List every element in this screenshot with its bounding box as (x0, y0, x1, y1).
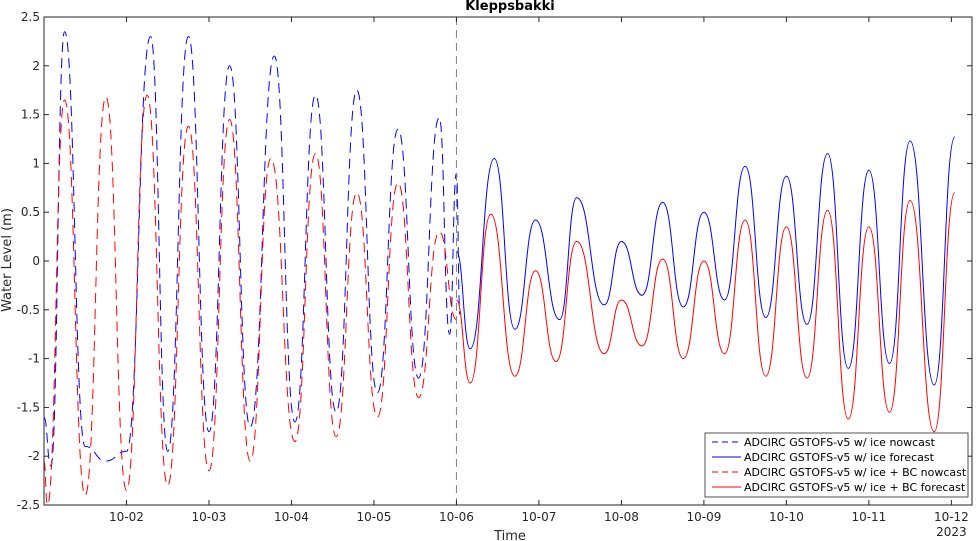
legend: ADCIRC GSTOFS-v5 w/ ice nowcast ADCIRC G… (704, 432, 969, 498)
series-layer (43, 31, 956, 506)
legend-label: ADCIRC GSTOFS-v5 w/ ice forecast (744, 451, 935, 464)
y-tick-label: 0.5 (21, 205, 40, 219)
x-tick-label: 10-11 (851, 510, 886, 524)
x-tick-label: 10-04 (274, 510, 309, 524)
y-tick-label: -2 (28, 449, 40, 463)
y-tick-label: 2.5 (21, 10, 40, 24)
y-axis-ticks: -2.5 -2 -1.5 -1 -0.5 0 0.5 1 1.5 2 2.5 (17, 10, 972, 512)
x-tick-label: 10-02 (109, 510, 144, 524)
y-tick-label: -1.5 (17, 400, 40, 414)
x-tick-label: 10-03 (192, 510, 227, 524)
legend-item: ADCIRC GSTOFS-v5 w/ ice forecast (712, 451, 935, 464)
x-tick-label: 10-05 (357, 510, 392, 524)
y-tick-label: 1 (32, 156, 40, 170)
y-axis-title: Water Level (m) (0, 208, 15, 312)
legend-item: ADCIRC GSTOFS-v5 w/ ice + BC forecast (712, 481, 966, 494)
legend-label: ADCIRC GSTOFS-v5 w/ ice + BC forecast (744, 481, 966, 494)
series-line-1 (43, 31, 461, 467)
chart-title: Kleppsbakki (465, 0, 555, 14)
x-tick-label: 10-07 (521, 510, 556, 524)
x-tick-label: 10-12 (934, 510, 969, 524)
x-axis-title: Time (493, 529, 526, 541)
legend-label: ADCIRC GSTOFS-v5 w/ ice + BC nowcast (744, 466, 967, 479)
series-line-2 (455, 136, 956, 386)
y-tick-label: -2.5 (17, 498, 40, 512)
x-tick-label: 10-08 (604, 510, 639, 524)
legend-item: ADCIRC GSTOFS-v5 w/ ice nowcast (712, 436, 936, 449)
x-tick-label: 10-10 (769, 510, 804, 524)
x-axis-ticks: 10-02 10-03 10-04 10-05 10-06 10-07 10-08 10-09… (109, 17, 969, 524)
series-line-3 (43, 94, 457, 506)
x-axis-year-label: 2023 (936, 525, 967, 539)
y-tick-label: -1 (28, 352, 40, 366)
legend-label: ADCIRC GSTOFS-v5 w/ ice nowcast (744, 436, 936, 449)
x-tick-label: 10-09 (686, 510, 721, 524)
x-tick-label: 10-06 (439, 510, 474, 524)
y-tick-label: 1.5 (21, 108, 40, 122)
series-line-4 (455, 192, 956, 433)
y-tick-label: -0.5 (17, 303, 40, 317)
y-tick-label: 0 (32, 254, 40, 268)
legend-box (704, 432, 969, 498)
y-tick-label: 2 (32, 59, 40, 73)
legend-item: ADCIRC GSTOFS-v5 w/ ice + BC nowcast (712, 466, 967, 479)
